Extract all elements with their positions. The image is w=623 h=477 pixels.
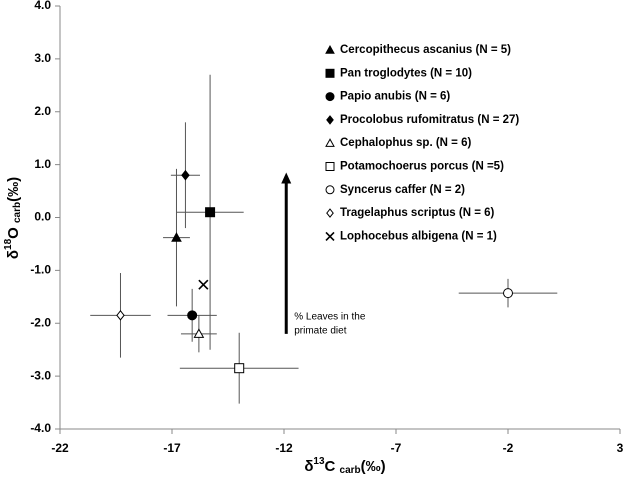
legend-label: Cercopithecus ascanius (N = 5) bbox=[340, 44, 511, 56]
legend-label: Papio anubis (N = 6) bbox=[340, 91, 450, 103]
point bbox=[198, 279, 209, 290]
legend-marker bbox=[325, 68, 335, 78]
legend-marker bbox=[325, 162, 335, 171]
point bbox=[181, 169, 190, 181]
legend-marker bbox=[325, 185, 335, 195]
point bbox=[234, 363, 245, 374]
point bbox=[503, 288, 513, 299]
point bbox=[187, 310, 198, 321]
y-label-main: O bbox=[5, 223, 22, 239]
x-label-suffix: (‰) bbox=[361, 458, 386, 475]
point bbox=[171, 232, 182, 242]
annotation-text: primate diet bbox=[294, 325, 346, 336]
y-tick-label: -3.0 bbox=[30, 368, 51, 382]
x-label-prefix: δ bbox=[304, 458, 313, 475]
x-label-main: C bbox=[325, 458, 340, 475]
legend-marker bbox=[325, 92, 335, 102]
legend-marker bbox=[325, 231, 335, 241]
x-label-sup: 13 bbox=[313, 456, 325, 467]
y-tick-label: 1.0 bbox=[34, 157, 51, 171]
y-axis-label: δ18O carb(‰) bbox=[3, 177, 23, 259]
point bbox=[193, 328, 205, 338]
y-label-prefix: δ bbox=[5, 250, 22, 259]
x-label-sub: carb bbox=[340, 465, 361, 476]
y-label-sup: 18 bbox=[3, 238, 14, 250]
legend-label: Procolobus rufomitratus (N = 27) bbox=[340, 114, 519, 126]
x-tick-label: -2 bbox=[503, 441, 514, 455]
legend-label: Pan troglodytes (N = 10) bbox=[340, 67, 472, 79]
point bbox=[205, 207, 216, 218]
legend-marker bbox=[325, 44, 335, 54]
legend-label: Tragelaphus scriptus (N = 6) bbox=[340, 207, 495, 219]
legend-label: Potamochoerus porcus (N =5) bbox=[340, 161, 504, 173]
point bbox=[116, 310, 125, 321]
legend-label: Syncerus caffer (N = 2) bbox=[340, 184, 465, 196]
y-label-sub: carb bbox=[12, 202, 23, 223]
y-tick-label: -4.0 bbox=[30, 421, 51, 435]
x-tick-label: -12 bbox=[275, 441, 293, 455]
y-tick-label: 3.0 bbox=[34, 51, 51, 65]
x-axis-label: δ13C carb(‰) bbox=[304, 456, 385, 476]
y-tick-label: 2.0 bbox=[34, 104, 51, 118]
annotation-arrowhead bbox=[281, 172, 292, 184]
legend-label: Cephalophus sp. (N = 6) bbox=[340, 137, 471, 149]
x-tick-label: 3 bbox=[617, 441, 623, 455]
annotation-text: % Leaves in the bbox=[294, 311, 366, 322]
legend-marker bbox=[326, 115, 334, 125]
y-tick-label: 0.0 bbox=[34, 210, 51, 224]
legend-marker bbox=[325, 138, 335, 147]
legend-marker bbox=[326, 208, 334, 218]
y-label-suffix: (‰) bbox=[5, 177, 22, 202]
y-tick-label: -1.0 bbox=[30, 263, 51, 277]
y-tick-label: 4.0 bbox=[34, 0, 51, 12]
x-tick-label: -22 bbox=[51, 441, 69, 455]
legend-label: Lophocebus albigena (N = 1) bbox=[340, 230, 497, 242]
x-tick-label: -7 bbox=[391, 441, 402, 455]
y-tick-label: -2.0 bbox=[30, 315, 51, 329]
x-tick-label: -17 bbox=[163, 441, 181, 455]
